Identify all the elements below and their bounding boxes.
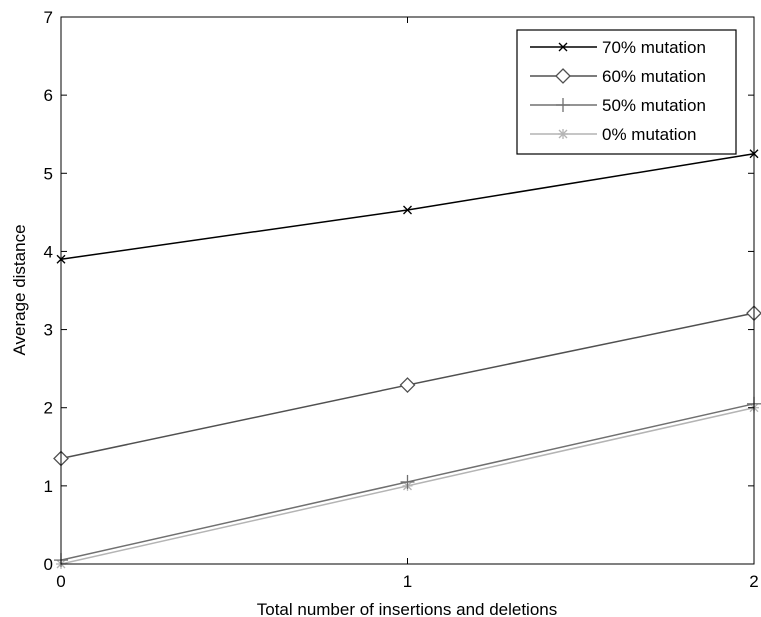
x-tick-label: 1 xyxy=(403,572,412,591)
legend-marker xyxy=(558,42,568,52)
legend-label: 0% mutation xyxy=(602,125,697,144)
y-tick-label: 7 xyxy=(44,8,53,27)
x-axis-label: Total number of insertions and deletions xyxy=(257,600,558,617)
data-point-70-mutation xyxy=(403,205,412,215)
legend-marker xyxy=(555,68,571,84)
legend: 70% mutation 60% mutation 50% mutation 0% m… xyxy=(516,29,737,155)
y-tick-label: 0 xyxy=(44,555,53,574)
marker-shape xyxy=(555,68,571,84)
y-tick-label: 3 xyxy=(44,321,53,340)
y-tick-label: 4 xyxy=(44,242,53,261)
legend-marker xyxy=(556,98,570,112)
series-line-70-mutation xyxy=(60,153,755,260)
y-axis-label: Average distance xyxy=(10,224,29,355)
data-point-50-mutation xyxy=(400,474,415,489)
plot-area xyxy=(53,149,761,569)
marker-shape xyxy=(399,377,416,393)
legend-marker xyxy=(558,129,568,139)
legend-entry-60-mutation: 60% mutation xyxy=(530,67,706,86)
legend-entry-50-mutation: 50% mutation xyxy=(530,96,706,115)
data-point-60-mutation xyxy=(399,377,416,393)
x-tick-label: 2 xyxy=(749,572,758,591)
legend-label: 70% mutation xyxy=(602,38,706,57)
marker-stroke xyxy=(558,129,568,139)
legend-label: 50% mutation xyxy=(602,96,706,115)
y-tick-label: 1 xyxy=(44,477,53,496)
y-tick-label: 2 xyxy=(44,399,53,418)
marker-stroke xyxy=(403,205,412,215)
legend-entry-70-mutation: 70% mutation xyxy=(530,38,706,57)
legend-entry-0-mutation: 0% mutation xyxy=(530,125,697,144)
axes: 0 1 2 3 4 5 6 7 0 1 2 xyxy=(44,8,759,591)
y-tick-label: 6 xyxy=(44,86,53,105)
y-tick-label: 5 xyxy=(44,164,53,183)
x-tick-label: 0 xyxy=(56,572,65,591)
marker-stroke xyxy=(558,42,568,52)
legend-label: 60% mutation xyxy=(602,67,706,86)
